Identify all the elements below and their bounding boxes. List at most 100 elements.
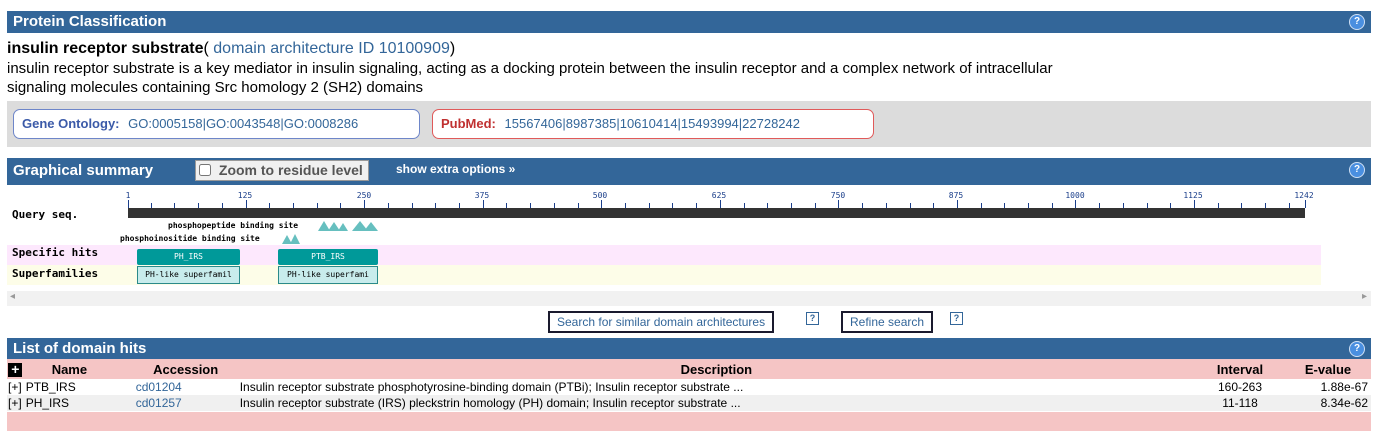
description-line: insulin receptor substrate is a key medi… [7,60,1053,77]
zoom-checkbox[interactable] [199,164,211,176]
protein-name-line: insulin receptor substrate( domain archi… [7,40,455,58]
ruler-minor-tick [1004,203,1005,208]
ruler-tick-label: 375 [474,191,490,200]
ruler-minor-tick [910,203,911,208]
ruler-minor-tick [293,203,294,208]
ruler-tick-label: 1242 [1294,191,1314,200]
row-toggle[interactable]: [+] [8,380,22,394]
ruler-minor-tick [222,203,223,208]
gene-ontology-value[interactable]: GO:0005158|GO:0043548|GO:0008286 [128,116,359,131]
help-icon[interactable]: ? [806,312,819,325]
ruler-major-tick [957,200,958,208]
hit-description: Insulin receptor substrate phosphotyrosi… [239,380,744,394]
superfamily-hit[interactable]: PH-like superfami [278,266,378,284]
ruler-minor-tick [174,203,175,208]
specific-hit-label: PH_IRS [174,252,203,261]
ruler-major-tick [364,200,365,208]
accession-link[interactable]: cd01204 [135,380,182,394]
pubmed-value[interactable]: 15567406|8987385|10610414|15493994|22728… [504,116,800,131]
ruler-minor-tick [554,203,555,208]
expand-all-icon[interactable]: + [8,362,23,377]
table-row: [+] PTB_IRS cd01204 Insulin receptor sub… [7,379,1371,395]
graphical-summary-title: Graphical summary [13,162,154,179]
ruler-minor-tick [625,203,626,208]
hit-description: Insulin receptor substrate (IRS) pleckst… [239,396,741,410]
scroll-left-arrow[interactable]: ◂ [10,291,16,302]
ruler-tick-label: 625 [711,191,727,200]
protein-classification-title: Protein Classification [13,13,167,30]
ruler-major-tick [483,200,484,208]
query-sequence-bar[interactable] [128,208,1305,218]
ruler-minor-tick [862,203,863,208]
ruler-minor-tick [1147,203,1148,208]
specific-hit-ptb-irs[interactable]: PTB_IRS [278,249,378,265]
hit-name: PH_IRS [25,396,70,410]
table-header-row: + Name Accession Description Interval E-… [7,359,1371,379]
graphical-summary-header: Graphical summary Zoom to residue level … [7,158,1371,185]
ruler-minor-tick [1170,203,1171,208]
ruler-minor-tick [198,203,199,208]
ruler-minor-tick [1099,203,1100,208]
table-row: [+] PH_IRS cd01257 Insulin receptor subs… [7,395,1371,411]
specific-hit-label: PTB_IRS [311,252,345,261]
ruler-minor-tick [696,203,697,208]
column-header-evalue[interactable]: E-value [1285,359,1371,379]
help-icon[interactable]: ? [1349,341,1365,357]
help-icon[interactable]: ? [1349,14,1365,30]
ruler-minor-tick [672,203,673,208]
ruler-minor-tick [886,203,887,208]
table-footer-band [7,412,1371,431]
ruler-minor-tick [340,203,341,208]
specific-hit-ph-irs[interactable]: PH_IRS [137,249,240,265]
specific-hits-label: Specific hits [12,246,99,259]
ruler-minor-tick [435,203,436,208]
column-header-description[interactable]: Description [237,359,1195,379]
hit-name: PTB_IRS [25,380,76,394]
ruler-major-tick [720,200,721,208]
ruler-minor-tick [1028,203,1029,208]
ruler-minor-tick [1218,203,1219,208]
ruler-minor-tick [412,203,413,208]
ruler-minor-tick [1241,203,1242,208]
ruler-tick-label: 1000 [1065,191,1085,200]
ruler-major-tick [1305,200,1306,208]
phosphopeptide-site-marks[interactable] [318,219,380,231]
ruler-minor-tick [459,203,460,208]
show-extra-options-link[interactable]: show extra options » [396,162,516,176]
ruler-tick-label: 1 [125,191,131,200]
hit-evalue: 1.88e-67 [1320,380,1368,394]
domain-hits-header: List of domain hits ? [7,338,1371,360]
column-header-accession[interactable]: Accession [133,359,238,379]
ruler-minor-tick [1289,203,1290,208]
superfamilies-label: Superfamilies [12,267,99,280]
arch-close-paren: ) [449,40,456,57]
graphic-scrollbar[interactable]: ◂ ▸ [7,291,1371,306]
scroll-right-arrow[interactable]: ▸ [1361,291,1367,302]
pubmed-box: PubMed: 15567406|8987385|10610414|154939… [432,109,874,139]
ruler-tick-label: 1125 [1183,191,1203,200]
superfamily-hit[interactable]: PH-like superfamil [137,266,240,284]
description-line: signaling molecules containing Src homol… [7,79,424,96]
phosphoinositide-site-marks[interactable] [282,232,302,244]
ruler-tick-label: 750 [830,191,846,200]
query-seq-label: Query seq. [12,208,79,221]
domain-architecture-link[interactable]: domain architecture ID 10100909 [213,40,450,57]
protein-description: insulin receptor substrate is a key medi… [7,59,1053,97]
ruler-major-tick [1194,200,1195,208]
ruler-minor-tick [269,203,270,208]
help-icon[interactable]: ? [950,312,963,325]
ruler-tick-label: 250 [356,191,372,200]
accession-link[interactable]: cd01257 [135,396,182,410]
search-similar-architectures-button[interactable]: Search for similar domain architectures [548,311,775,333]
ruler-minor-tick [1123,203,1124,208]
help-icon[interactable]: ? [1349,162,1365,178]
superfamily-label: PH-like superfami [287,270,369,279]
protein-classification-header: Protein Classification ? [7,11,1371,33]
ruler-minor-tick [506,203,507,208]
column-header-name[interactable]: Name [23,359,134,379]
ruler-tick-label: 875 [948,191,964,200]
zoom-to-residue-toggle[interactable]: Zoom to residue level [195,160,369,181]
refine-search-button[interactable]: Refine search [841,311,934,333]
row-toggle[interactable]: [+] [8,396,22,410]
column-header-interval[interactable]: Interval [1195,359,1285,379]
